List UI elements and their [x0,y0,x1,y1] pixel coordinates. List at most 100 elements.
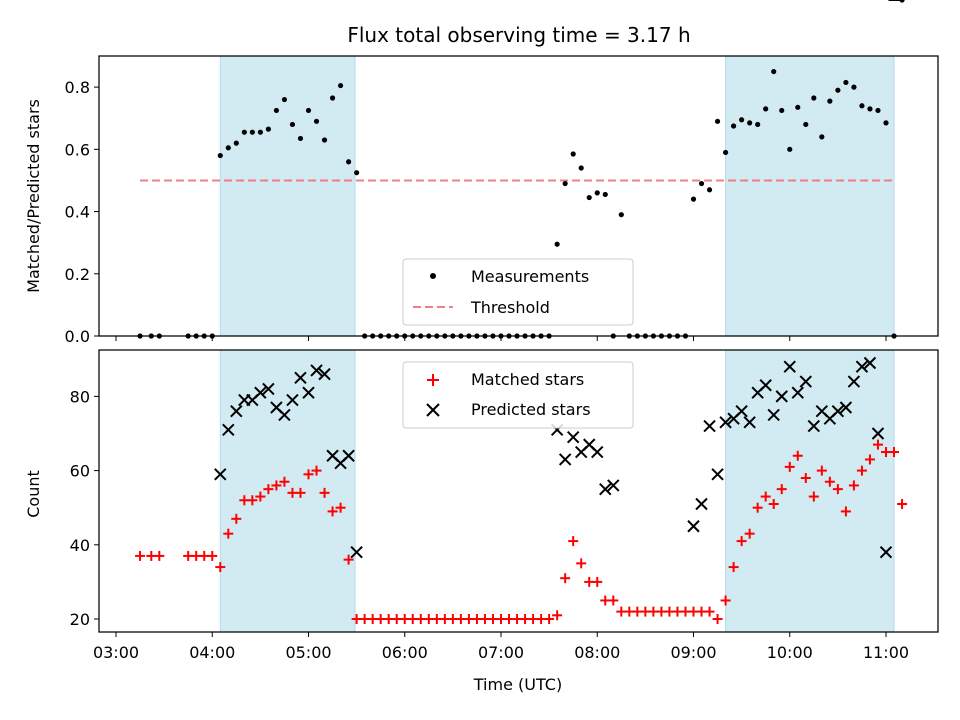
matched-star-point [784,461,795,472]
y-tick-label: 0.4 [65,203,90,222]
x-axis-label: Time (UTC) [473,675,562,694]
measurement-point [265,126,271,132]
measurement-point [706,187,713,193]
predicted-star-point [286,393,299,407]
measurement-point [739,117,745,123]
matched-star-point [768,498,779,509]
x-tick-label: 10:00 [767,643,813,662]
predicted-star-point [807,419,821,433]
x-tick-label: 07:00 [478,643,524,662]
matched-star-point [712,614,723,625]
measurement-point [346,159,352,165]
matched-star-point [816,465,827,476]
legend-predicted-label: Predicted stars [471,400,591,419]
measurement-point [249,129,255,135]
predicted-star-point [863,356,877,370]
measurement-point [273,107,280,114]
matched-star-point [704,606,715,617]
matched-star-point [311,465,322,476]
measurement-point [594,190,600,196]
matched-star-point [327,506,338,517]
matched-star-point [263,484,274,495]
x-tick-label: 04:00 [189,643,235,662]
measurement-point [851,84,857,90]
measurement-point [297,135,304,142]
matched-star-point [343,554,354,565]
predicted-star-point [294,371,307,385]
measurement-point [690,196,697,202]
measurement-point [225,145,231,151]
measurement-point [722,149,729,156]
bottom-legend-box [402,361,634,429]
measurement-point [779,107,785,114]
measurement-point [867,106,873,112]
y-tick-label: 0.2 [65,265,90,284]
predicted-star-point [783,360,796,373]
predicted-star-point [703,419,716,433]
predicted-star-point [839,401,853,414]
legend-measurements-label: Measurements [471,267,589,286]
bottom-y-axis-label: Count [24,470,43,518]
bottom-axes-frame [98,349,939,633]
measurement-point [241,129,247,135]
matched-star-point [889,447,900,458]
matched-star-point [864,454,875,465]
predicted-star-point [262,382,275,396]
measurement-point [843,79,849,86]
top-panel: 0.00.20.40.60.8 Matched/Predicted stars … [24,0,939,346]
measurement-point [586,194,592,201]
matched-star-point [848,480,859,491]
measurement-point [354,170,360,176]
predicted-star-point [599,482,612,496]
matched-star-point [560,573,571,584]
measurement-point [305,107,312,114]
predicted-star-point [791,386,804,399]
predicted-star-point [342,449,355,462]
predicted-star-point [310,364,323,377]
top-y-axis-label: Matched/Predicted stars [24,99,43,293]
predicted-star-point [879,546,893,559]
matched-star-point [800,473,811,484]
matched-stars-points [135,439,908,625]
matched-star-point [255,491,266,502]
y-tick-label: 0.0 [65,327,90,346]
legend-measurements-marker [430,273,436,279]
bottom-x-ticks: 03:00 04:00 05:00 06:00 07:00 08:00 09:00 10:00… [93,632,909,662]
matched-star-point [608,595,619,606]
matched-star-point [776,484,787,495]
predicted-star-point [254,386,267,399]
matched-star-point [856,465,867,476]
measurement-point [602,191,608,198]
predicted-star-point [607,479,620,492]
predicted-star-point [767,408,780,422]
predicted-star-point [855,360,869,373]
measurement-point [731,123,737,129]
predicted-star-point [695,497,708,511]
matched-star-point [135,550,146,561]
y-tick-label: 60 [70,462,90,481]
measurement-point [257,129,263,135]
top-legend: Measurements Threshold [402,258,634,326]
predicted-star-point [831,405,845,418]
bottom-y-ticks: 20 40 60 80 [70,387,99,629]
predicted-star-point [302,386,315,399]
matched-star-point [295,487,306,498]
predicted-star-point [735,405,748,418]
legend-matched-marker [427,374,439,386]
matched-star-point [592,576,603,587]
chart-title: Flux total observing time = 3.17 h [347,23,690,47]
shaded-interval-2 [725,349,895,633]
matched-star-point [728,562,739,573]
predicted-star-point [591,445,604,459]
measurement-point [578,165,584,171]
measurement-point [755,121,761,128]
x-tick-label: 06:00 [382,643,428,662]
measurement-point [803,121,809,128]
top-x-ticks [115,336,887,341]
shaded-interval-2 [725,55,895,337]
measurement-point [233,140,239,146]
top-y-ticks: 0.0 0.2 0.4 0.6 0.8 [65,78,99,346]
predicted-star-point [558,453,572,466]
